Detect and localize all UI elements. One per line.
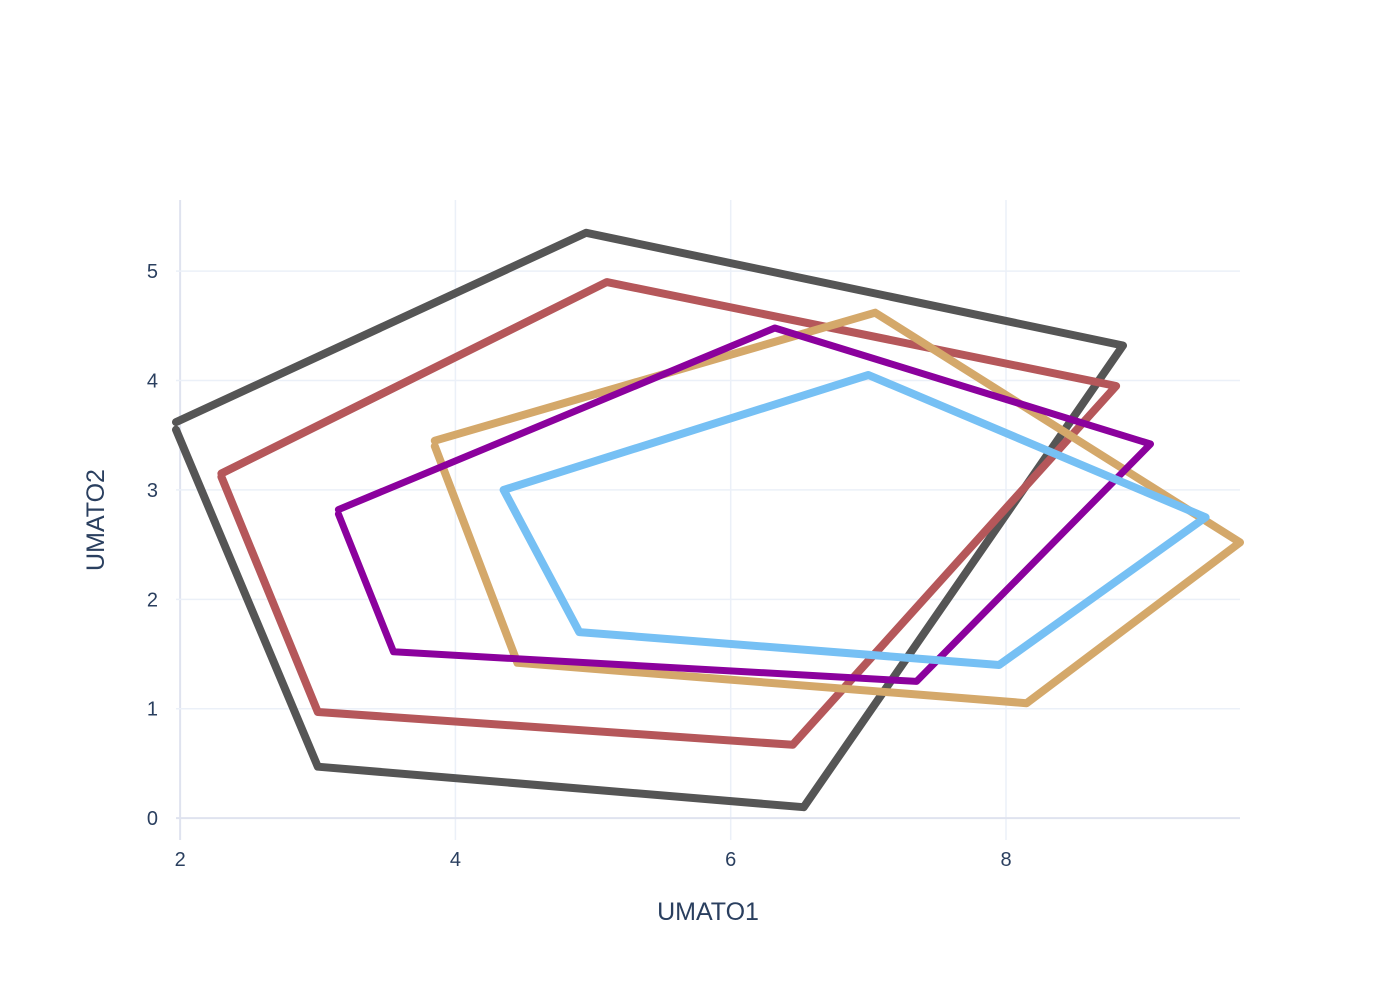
series-line-3 — [430, 308, 1244, 708]
series-line-4 — [334, 324, 1154, 685]
y-tick-label: 0 — [147, 808, 158, 830]
y-tick-label: 2 — [147, 589, 158, 611]
series-layer — [172, 228, 1244, 812]
tick-layer: 2 4 6 8 0 1 2 3 4 5 — [147, 261, 1012, 871]
y-tick-label: 4 — [147, 371, 158, 393]
series-line-5 — [499, 371, 1210, 669]
x-tick-label: 2 — [175, 849, 186, 871]
y-tick-label: 5 — [147, 261, 158, 283]
x-axis-title: UMATO1 — [657, 898, 759, 926]
x-tick-label: 4 — [450, 849, 461, 871]
y-tick-label: 1 — [147, 699, 158, 721]
series-line-1 — [172, 228, 1127, 812]
x-tick-label: 6 — [725, 849, 736, 871]
x-tick-label: 8 — [1000, 849, 1011, 871]
series-line-2 — [217, 278, 1121, 749]
y-tick-label: 3 — [147, 480, 158, 502]
y-axis-title: UMATO2 — [82, 469, 110, 571]
